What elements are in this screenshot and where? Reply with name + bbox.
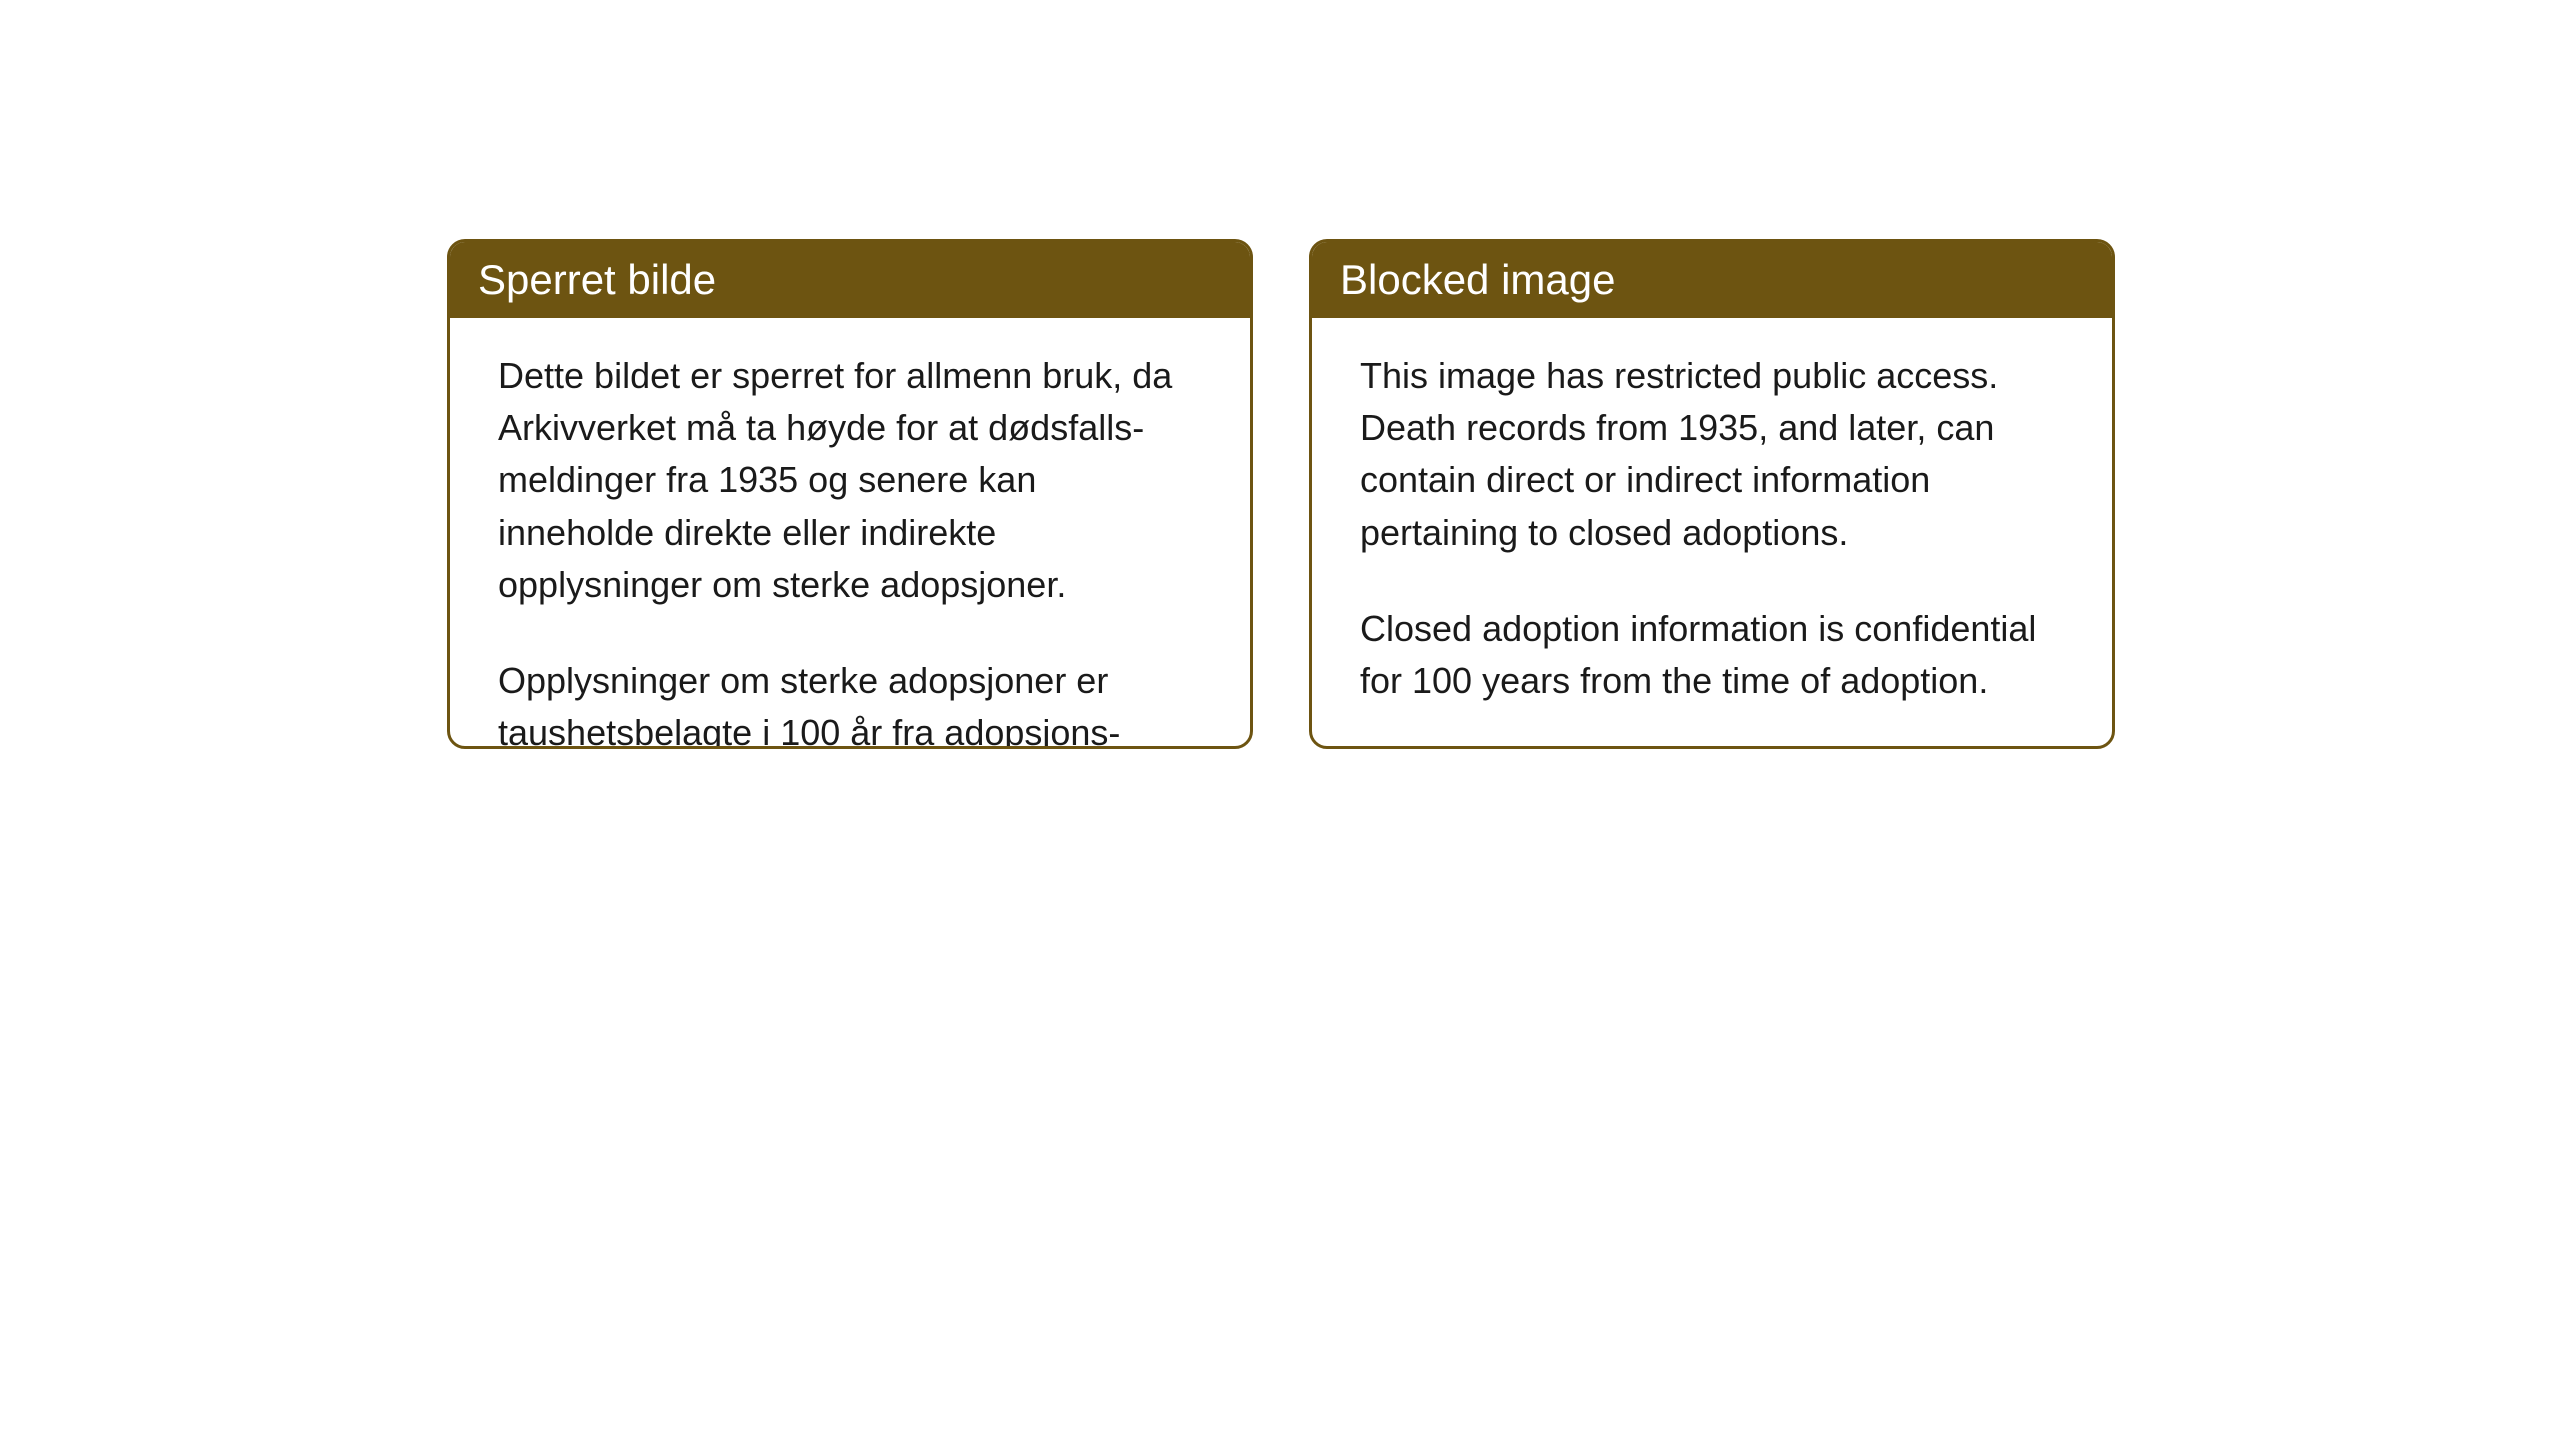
message-boxes-container: Sperret bilde Dette bildet er sperret fo… bbox=[447, 239, 2115, 749]
norwegian-title: Sperret bilde bbox=[478, 256, 716, 303]
norwegian-paragraph-1: Dette bildet er sperret for allmenn bruk… bbox=[498, 350, 1202, 611]
english-body: This image has restricted public access.… bbox=[1312, 318, 2112, 739]
norwegian-header: Sperret bilde bbox=[450, 242, 1250, 318]
english-message-box: Blocked image This image has restricted … bbox=[1309, 239, 2115, 749]
english-title: Blocked image bbox=[1340, 256, 1615, 303]
english-paragraph-1: This image has restricted public access.… bbox=[1360, 350, 2064, 559]
norwegian-paragraph-2: Opplysninger om sterke adopsjoner er tau… bbox=[498, 655, 1202, 749]
english-paragraph-2: Closed adoption information is confident… bbox=[1360, 603, 2064, 707]
english-header: Blocked image bbox=[1312, 242, 2112, 318]
norwegian-message-box: Sperret bilde Dette bildet er sperret fo… bbox=[447, 239, 1253, 749]
norwegian-body: Dette bildet er sperret for allmenn bruk… bbox=[450, 318, 1250, 749]
